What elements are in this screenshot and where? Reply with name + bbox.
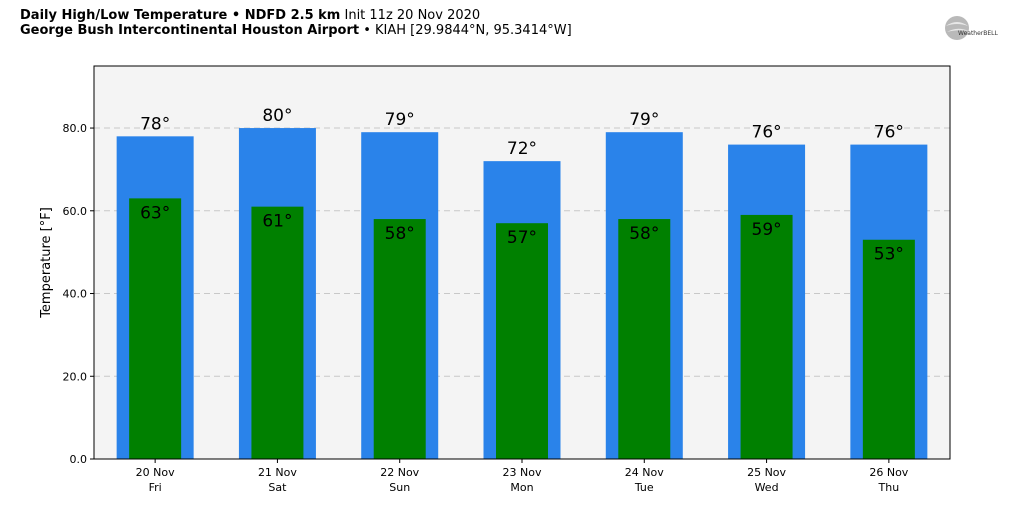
low-temp-bar (129, 198, 182, 459)
x-tick-date: 26 Nov (869, 466, 908, 479)
x-tick-date: 22 Nov (380, 466, 419, 479)
x-tick-weekday: Mon (510, 481, 533, 494)
low-temp-bar (618, 219, 671, 459)
low-temp-label: 57° (507, 228, 537, 248)
y-axis-label: Temperature [°F] (39, 207, 54, 319)
low-temp-bar (496, 223, 548, 459)
x-tick-weekday: Tue (634, 481, 654, 494)
weatherbell-logo: WeatherBELL (940, 14, 1002, 44)
low-temp-label: 63° (140, 203, 170, 223)
low-temp-bar (862, 239, 915, 459)
high-temp-label: 80° (262, 106, 292, 126)
low-temp-bar (740, 214, 793, 459)
logo-text: WeatherBELL (958, 30, 999, 37)
logo-globe-icon (945, 16, 969, 40)
chart-title: Daily High/Low Temperature • NDFD 2.5 km… (20, 8, 572, 23)
high-temp-label: 79° (385, 110, 415, 130)
station-name: George Bush Intercontinental Houston Air… (20, 23, 360, 38)
low-temp-bar (251, 206, 304, 459)
low-temp-label: 58° (629, 224, 659, 244)
data-labels: 78° 63° 80° 61° 79° 58° 72° 57° 79° 58° 76° 59° 76° 5… (140, 106, 904, 265)
high-temp-label: 79° (629, 110, 659, 130)
x-tick-date: 23 Nov (503, 466, 542, 479)
y-tick-label: 80.0 (63, 122, 88, 135)
x-tick-date: 20 Nov (136, 466, 175, 479)
x-tick-weekday: Sun (389, 481, 410, 494)
x-tick-weekday: Wed (755, 481, 779, 494)
x-tick-date: 25 Nov (747, 466, 786, 479)
x-tick-weekday: Thu (878, 481, 900, 494)
low-temp-label: 58° (385, 224, 415, 244)
bars (116, 128, 928, 460)
low-temp-bar (373, 219, 426, 459)
x-tick-date: 24 Nov (625, 466, 664, 479)
title-init: Init 11z 20 Nov 2020 (340, 8, 481, 23)
high-temp-label: 76° (874, 123, 904, 143)
chart-subtitle: George Bush Intercontinental Houston Air… (20, 23, 572, 38)
y-tick-label: 0.0 (70, 453, 88, 466)
y-tick-label: 60.0 (63, 205, 88, 218)
chart-header: Daily High/Low Temperature • NDFD 2.5 km… (20, 8, 572, 38)
low-temp-label: 53° (874, 245, 904, 265)
x-tick-weekday: Sat (268, 481, 287, 494)
x-tick-weekday: Fri (149, 481, 162, 494)
y-tick-label: 20.0 (63, 370, 88, 383)
station-coords: • KIAH [29.9844°N, 95.3414°W] (359, 23, 572, 38)
low-temp-label: 59° (752, 220, 782, 240)
axes: 0.0 20.0 40.0 60.0 80.0 20 Nov Fri 21 Nov Sat 22 … (63, 122, 909, 494)
high-temp-label: 76° (752, 123, 782, 143)
low-temp-label: 61° (262, 212, 292, 232)
title-main: Daily High/Low Temperature • NDFD 2.5 km (20, 8, 341, 23)
high-temp-label: 78° (140, 114, 170, 134)
x-tick-date: 21 Nov (258, 466, 297, 479)
high-temp-label: 72° (507, 139, 537, 159)
y-tick-label: 40.0 (63, 288, 88, 301)
